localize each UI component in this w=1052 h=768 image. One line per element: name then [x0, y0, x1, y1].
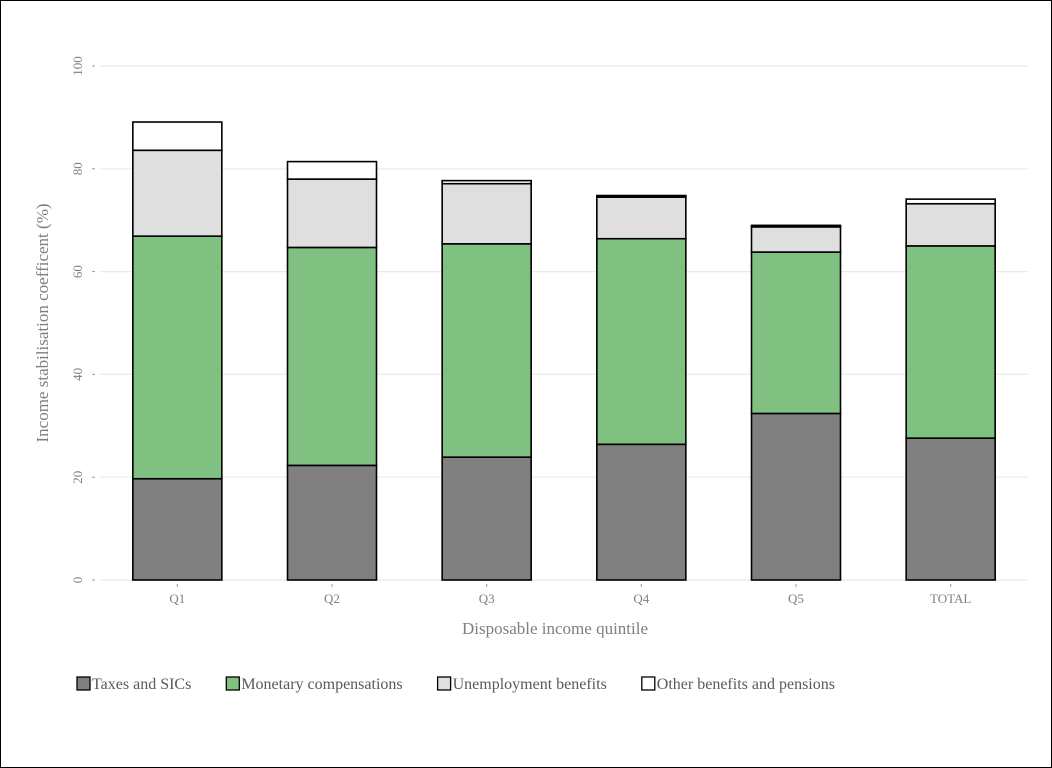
y-tick-label: 0 [70, 577, 85, 584]
x-tick-label: Q1 [169, 591, 185, 606]
bar-segment-4 [596, 194, 687, 198]
bar-segment-2 [596, 237, 687, 446]
x-tick-label: Q2 [324, 591, 340, 606]
y-tick-label: 40 [70, 368, 85, 381]
legend-label: Taxes and SICs [92, 676, 191, 693]
bar-segment-1 [750, 412, 842, 581]
bar-segment-1 [596, 443, 687, 581]
y-tick-label: 80 [70, 162, 85, 175]
x-tick-label: TOTAL [930, 591, 971, 606]
bar-segment-4 [905, 198, 996, 205]
bar-segment-1 [132, 477, 223, 581]
bar-segment-4 [286, 160, 378, 180]
bar-segment-1 [441, 456, 532, 581]
gridlines [100, 65, 1028, 581]
x-axis-title: Disposable income quintile [462, 619, 648, 638]
legend-swatch [436, 676, 452, 691]
bar-segment-2 [132, 235, 223, 480]
x-tick-label: Q3 [479, 591, 495, 606]
y-tick-label: 20 [70, 471, 85, 484]
legend-label: Unemployment benefits [453, 676, 607, 693]
legend-swatch [76, 676, 91, 691]
x-axis-ticks: Q1 Q2 Q3 Q4 Q5 TOTAL [169, 584, 971, 606]
y-axis-ticks: 0 20 40 60 80 100 [70, 56, 95, 583]
bars [132, 121, 996, 581]
bar-segment-4 [750, 224, 842, 228]
bar-segment-2 [441, 243, 532, 458]
x-tick-label: Q4 [633, 591, 649, 606]
legend-swatch [225, 676, 240, 691]
bar-segment-2 [286, 246, 378, 467]
bar-segment-4 [441, 179, 532, 185]
bar-segment-3 [441, 182, 532, 245]
legend-swatch [641, 676, 656, 691]
bar-segment-1 [905, 437, 996, 581]
legend: Taxes and SICs Monetary compensations Unem… [76, 676, 835, 693]
y-tick-label: 60 [70, 265, 85, 278]
legend-label: Other benefits and pensions [657, 676, 835, 693]
bar-segment-4 [132, 121, 223, 152]
bar-segment-3 [596, 196, 687, 240]
bar-segment-1 [286, 464, 378, 581]
bar-segment-3 [132, 149, 223, 237]
bar-segment-3 [905, 202, 996, 247]
bar-segment-2 [905, 245, 996, 439]
bar-segment-2 [750, 251, 842, 415]
bar-segment-3 [286, 178, 378, 249]
legend-label: Monetary compensations [241, 676, 402, 693]
x-tick-label: Q5 [788, 591, 804, 606]
y-axis-title: Income stabilisation coefficent (%) [33, 203, 52, 442]
bar-segment-3 [750, 226, 842, 253]
y-tick-label: 100 [70, 56, 85, 76]
